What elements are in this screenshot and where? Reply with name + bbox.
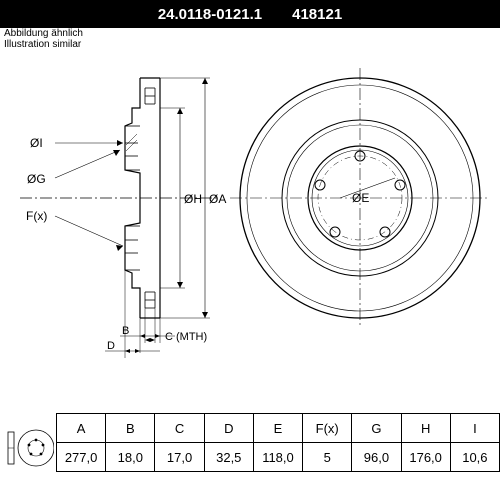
col-h: H [401,414,450,443]
col-a: A [57,414,106,443]
val-e: 118,0 [253,443,302,472]
val-h: 176,0 [401,443,450,472]
val-f: 5 [303,443,352,472]
val-a: 277,0 [57,443,106,472]
dimension-table: A B C D E F(x) G H I 277,0 18,0 17,0 32,… [0,413,500,472]
label-fx: F(x) [26,209,47,223]
label-oe: ØE [352,191,369,205]
label-og: ØG [27,172,46,186]
header-bar: 24.0118-0121.1 418121 [0,0,500,28]
technical-drawing: ØI ØG F(x) ØH [0,28,500,400]
val-b: 18,0 [106,443,155,472]
label-oi: ØI [30,136,43,150]
label-oa: ØA [209,192,226,206]
side-view: ØI ØG F(x) ØH [20,78,226,358]
col-e: E [253,414,302,443]
col-f: F(x) [303,414,352,443]
part-number: 24.0118-0121.1 [158,6,262,23]
label-c: C (MTH) [165,331,207,343]
label-d: D [107,340,115,352]
ref-number: 418121 [292,6,342,23]
col-b: B [106,414,155,443]
val-g: 96,0 [352,443,401,472]
col-g: G [352,414,401,443]
col-i: I [450,414,499,443]
col-c: C [155,414,204,443]
val-c: 17,0 [155,443,204,472]
col-d: D [204,414,253,443]
front-view: ØE [230,68,490,328]
label-oh: ØH [184,192,202,206]
val-i: 10,6 [450,443,499,472]
label-b: B [122,325,129,337]
val-d: 32,5 [204,443,253,472]
